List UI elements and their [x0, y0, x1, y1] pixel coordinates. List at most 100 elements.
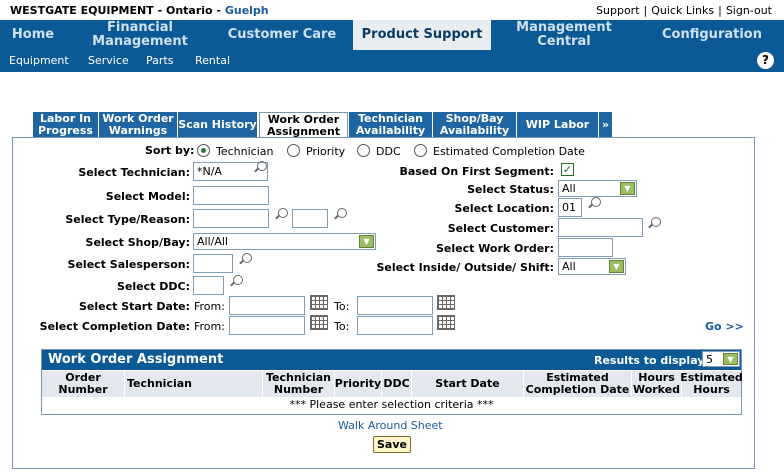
sort-ddc-radio[interactable] — [357, 144, 370, 157]
salesperson-input[interactable] — [193, 254, 233, 273]
sort-priority-radio[interactable] — [287, 144, 300, 157]
region-name: Ontario — [165, 4, 213, 17]
sort-ddc-label: DDC — [376, 145, 401, 158]
tab-scan-history[interactable]: Scan History — [178, 112, 258, 138]
company-name: WESTGATE EQUIPMENT — [10, 4, 154, 17]
start-date-label: Select Start Date: — [78, 300, 190, 313]
sort-completion-label: Estimated Completion Date — [433, 145, 585, 158]
tab-technician-availability[interactable]: Technician Availability — [349, 112, 433, 138]
col-estimated-completion-date[interactable]: Estimated Completion Date — [524, 371, 632, 397]
nav-product-support[interactable]: Product Support — [353, 20, 491, 50]
start-to-calendar-icon[interactable] — [437, 295, 455, 310]
help-icon[interactable]: ? — [757, 52, 774, 69]
nav-management-central[interactable]: Management Central — [516, 20, 612, 49]
ddc-search-icon[interactable] — [229, 275, 243, 289]
tab-shop-bay-availability[interactable]: Shop/Bay Availability — [433, 112, 517, 138]
type-reason-label: Select Type/Reason: — [65, 213, 190, 226]
chevron-down-icon: ▼ — [359, 235, 374, 248]
results-count-select[interactable]: 5 ▼ — [702, 351, 740, 367]
results-count-value: 5 — [706, 353, 713, 366]
subnav-parts[interactable]: Parts — [146, 54, 174, 67]
completion-to-calendar-icon[interactable] — [437, 315, 455, 330]
empty-message: *** Please enter selection criteria *** — [289, 398, 494, 411]
tab-more-chevron-icon[interactable]: » — [599, 112, 613, 138]
nav-configuration[interactable]: Configuration — [662, 27, 762, 42]
inside-outside-select[interactable]: All ▼ — [558, 258, 626, 275]
company-location: WESTGATE EQUIPMENT - Ontario - Guelph — [10, 4, 269, 17]
chevron-down-icon: ▼ — [609, 260, 624, 273]
col-hours-worked[interactable]: Hours Worked — [632, 371, 682, 397]
technician-input[interactable]: *N/A — [193, 162, 268, 181]
start-to-label: To: — [334, 300, 350, 313]
tab-wip-labor[interactable]: WIP Labor — [517, 112, 599, 138]
nav-home[interactable]: Home — [11, 27, 55, 42]
start-from-input[interactable] — [229, 296, 305, 315]
shop-bay-value: All/All — [197, 235, 228, 248]
support-link[interactable]: Support — [596, 4, 640, 17]
first-segment-checkbox[interactable]: ✓ — [561, 163, 574, 176]
customer-label: Select Customer: — [447, 222, 554, 235]
sign-out-link[interactable]: Sign-out — [725, 4, 772, 17]
col-technician-number[interactable]: Technician Number — [263, 371, 335, 397]
sort-technician-radio[interactable] — [197, 144, 210, 157]
location-search-icon[interactable] — [587, 197, 601, 211]
completion-from-input[interactable] — [229, 316, 305, 335]
ddc-input[interactable] — [193, 276, 224, 295]
results-title: Work Order Assignment — [48, 352, 224, 367]
results-to-display-label: Results to display: — [594, 354, 709, 367]
inside-outside-label: Select Inside/ Outside/ Shift: — [376, 261, 554, 274]
shop-bay-select[interactable]: All/All ▼ — [193, 233, 376, 250]
completion-from-calendar-icon[interactable] — [310, 315, 328, 330]
tab-work-order-assignment[interactable]: Work Order Assignment — [259, 112, 348, 139]
subnav-equipment[interactable]: Equipment — [9, 54, 69, 67]
completion-to-label: To: — [334, 320, 350, 333]
model-input[interactable] — [193, 186, 269, 205]
col-start-date[interactable]: Start Date — [412, 371, 524, 397]
salesperson-search-icon[interactable] — [238, 253, 252, 267]
work-order-label: Select Work Order: — [435, 242, 554, 255]
reason-input[interactable] — [292, 209, 328, 228]
model-label: Select Model: — [105, 190, 190, 203]
location-link[interactable]: Guelph — [224, 4, 269, 17]
completion-date-label: Select Completion Date: — [39, 320, 190, 333]
results-grid: Work Order Assignment Results to display… — [41, 349, 743, 415]
nav-customer-care[interactable]: Customer Care — [227, 27, 337, 42]
customer-search-icon[interactable] — [647, 217, 661, 231]
nav-financial-management[interactable]: Financial Management — [92, 20, 188, 49]
reason-search-icon[interactable] — [333, 208, 347, 222]
walk-around-sheet-link[interactable]: Walk Around Sheet — [338, 419, 443, 432]
utility-links: Support | Quick Links | Sign-out — [596, 4, 772, 17]
save-button[interactable]: Save — [373, 436, 411, 453]
technician-search-icon[interactable] — [253, 161, 267, 175]
col-technician[interactable]: Technician — [125, 371, 263, 397]
col-order-number[interactable]: Order Number — [42, 371, 125, 397]
col-priority[interactable]: Priority — [335, 371, 382, 397]
top-bar: WESTGATE EQUIPMENT - Ontario - Guelph Su… — [0, 0, 784, 20]
subnav-service[interactable]: Service — [88, 54, 129, 67]
work-order-input[interactable] — [558, 238, 613, 257]
customer-input[interactable] — [558, 218, 643, 237]
sort-completion-radio[interactable] — [414, 144, 427, 157]
ddc-label: Select DDC: — [117, 280, 190, 293]
tab-labor-in-progress[interactable]: Labor In Progress — [33, 112, 99, 138]
status-select[interactable]: All ▼ — [558, 180, 637, 197]
subnav-rental[interactable]: Rental — [195, 54, 230, 67]
col-ddc[interactable]: DDC — [382, 371, 412, 397]
status-label: Select Status: — [467, 183, 554, 196]
col-estimated-hours[interactable]: Estimated Hours — [680, 371, 743, 397]
sub-nav: Equipment Service Parts Rental ? — [0, 50, 784, 72]
shop-bay-label: Select Shop/Bay: — [85, 236, 190, 249]
start-from-calendar-icon[interactable] — [310, 295, 328, 310]
go-link[interactable]: Go >> — [705, 320, 744, 333]
type-search-icon[interactable] — [274, 208, 288, 222]
sort-by-label: Sort by: — [145, 144, 195, 157]
status-value: All — [562, 182, 576, 195]
completion-to-input[interactable] — [357, 316, 433, 335]
start-to-input[interactable] — [357, 296, 433, 315]
main-nav: Home Financial Management Customer Care … — [0, 20, 784, 50]
location-input[interactable]: 01 — [558, 198, 582, 217]
tab-work-order-warnings[interactable]: Work Order Warnings — [99, 112, 178, 138]
type-input[interactable] — [193, 209, 269, 228]
sort-priority-label: Priority — [306, 145, 346, 158]
quick-links-link[interactable]: Quick Links — [651, 4, 715, 17]
